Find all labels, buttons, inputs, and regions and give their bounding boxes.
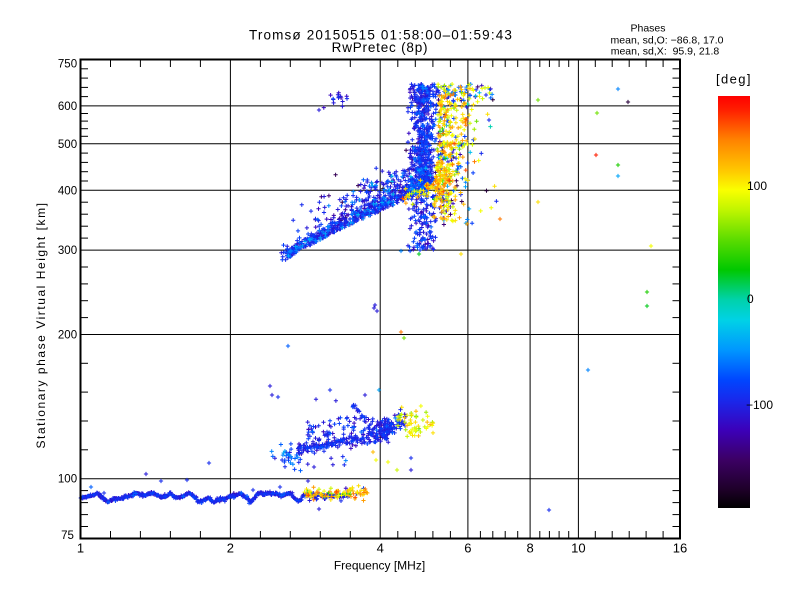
- svg-text:mean, sd,X: 95.9, 21.8: mean, sd,X: 95.9, 21.8: [611, 46, 720, 58]
- svg-text:16: 16: [673, 541, 687, 556]
- svg-text:Stationary phase Virtual Heigh: Stationary phase Virtual Height [km]: [34, 201, 48, 448]
- svg-text:200: 200: [58, 330, 77, 342]
- svg-text:0: 0: [747, 292, 754, 306]
- svg-text:300: 300: [58, 245, 77, 257]
- svg-text:100: 100: [747, 179, 767, 193]
- svg-text:6: 6: [464, 541, 471, 556]
- svg-text:Phases: Phases: [630, 23, 665, 35]
- svg-text:RwPretec (8p): RwPretec (8p): [332, 40, 429, 55]
- svg-text:750: 750: [58, 59, 77, 71]
- svg-text:10: 10: [571, 541, 585, 556]
- svg-text:8: 8: [526, 541, 533, 556]
- svg-text:500: 500: [58, 139, 77, 151]
- svg-text:Frequency [MHz]: Frequency [MHz]: [334, 559, 425, 573]
- svg-text:Tromsø 20150515 01:58:00–01:59: Tromsø 20150515 01:58:00–01:59:43: [249, 28, 513, 43]
- svg-text:mean, sd,O: −86.8, 17.0: mean, sd,O: −86.8, 17.0: [611, 35, 724, 47]
- svg-text:2: 2: [227, 541, 234, 556]
- svg-text:[deg]: [deg]: [716, 72, 752, 87]
- svg-text:75: 75: [61, 530, 74, 542]
- svg-text:1: 1: [77, 541, 84, 556]
- svg-text:4: 4: [377, 541, 384, 556]
- svg-text:−100: −100: [746, 398, 773, 412]
- svg-text:100: 100: [58, 474, 77, 486]
- svg-text:400: 400: [58, 185, 77, 197]
- svg-text:600: 600: [58, 101, 77, 113]
